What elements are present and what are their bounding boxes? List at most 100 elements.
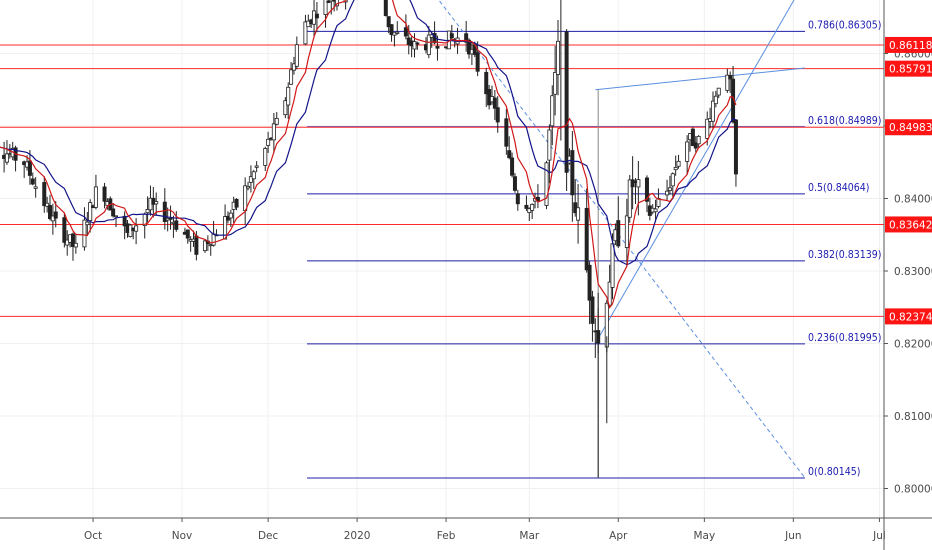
level-price-tag-text: 0.83642 <box>889 219 932 231</box>
rising-support-line <box>594 0 795 344</box>
candle-body <box>475 52 480 72</box>
candle-body <box>630 179 635 188</box>
candle-body <box>556 40 561 75</box>
x-tick-label: Nov <box>172 530 193 542</box>
candle-body <box>82 219 87 248</box>
fibonacci-labels: 1.618(0.92826)1(0.87983)0.786(0.86305)0.… <box>808 19 881 478</box>
candle-body <box>492 97 497 109</box>
candle-body <box>507 150 512 159</box>
candle-body <box>676 160 681 167</box>
level-price-tag-text: 0.82374 <box>889 311 932 323</box>
candle-body <box>530 203 535 211</box>
candle-body <box>168 217 173 220</box>
candle-body <box>263 148 268 166</box>
x-tick-label: Jul <box>872 530 886 542</box>
level-price-tag <box>885 308 932 325</box>
candle-body <box>656 197 661 207</box>
candle-body <box>251 171 256 180</box>
candle-body <box>524 204 529 209</box>
candle-body <box>185 229 190 239</box>
candle-body <box>62 217 67 243</box>
candle-body <box>403 27 408 37</box>
level-price-tag <box>885 119 932 136</box>
candle-body <box>535 196 540 201</box>
fib-label: 0.618(0.84989) <box>808 115 881 127</box>
candle-body <box>303 21 308 45</box>
candle-body <box>544 162 549 206</box>
x-tick-label: Mar <box>519 530 539 542</box>
candle-body <box>4 153 9 163</box>
candle-body <box>644 177 649 202</box>
candle-body <box>564 31 569 173</box>
candle-body <box>286 86 291 106</box>
candle-body <box>145 208 150 214</box>
candle-body <box>670 173 675 187</box>
candle-body <box>234 198 239 208</box>
x-tick-label: Feb <box>437 530 456 542</box>
candle-body <box>294 44 299 67</box>
candle-body <box>386 16 391 28</box>
level-price-tag-text: 0.85791 <box>889 64 932 76</box>
candle-body <box>464 33 469 43</box>
candle-body <box>154 201 159 205</box>
candle-body <box>587 264 592 301</box>
level-price-tag <box>885 216 932 233</box>
candle-body <box>45 202 50 207</box>
candle-body <box>202 240 207 252</box>
candle-body <box>449 33 454 39</box>
candle-body <box>134 225 139 232</box>
candle-body <box>467 39 472 55</box>
candle-body <box>314 13 319 19</box>
candle-body <box>667 187 672 191</box>
candle-body <box>102 186 107 202</box>
candle-body <box>610 243 615 288</box>
candle-body <box>624 215 629 248</box>
candle-body <box>733 119 738 175</box>
fib-label: 0.236(0.81995) <box>808 332 881 344</box>
moving-average-fast <box>0 0 737 309</box>
x-tick-label: Jun <box>784 530 801 542</box>
candle-body <box>515 193 520 205</box>
candle-body <box>85 221 90 226</box>
moving-averages <box>0 0 737 309</box>
candle-body <box>326 1 331 3</box>
level-price-tag-text: 0.86118 <box>889 40 932 52</box>
candle-body <box>713 95 718 105</box>
candle-body <box>383 0 388 16</box>
candle-body <box>584 207 589 271</box>
level-price-tag-text: 0.84983 <box>889 122 932 134</box>
candle-body <box>553 72 558 95</box>
candle-body <box>114 215 119 218</box>
resistance-line <box>595 67 806 91</box>
candle-body <box>685 141 690 162</box>
candle-body <box>243 185 248 212</box>
candle-body <box>228 212 233 219</box>
horizontal-levels[interactable] <box>0 0 884 317</box>
price-tags: 0.925950.910030.888640.873000.861180.857… <box>885 36 932 325</box>
candle-body <box>426 34 431 56</box>
candle-body <box>42 182 47 207</box>
candle-body <box>33 186 38 189</box>
candle-body <box>636 179 641 188</box>
grid-lines <box>0 0 884 518</box>
candle-body <box>162 201 167 222</box>
fib-label: 0.5(0.84064) <box>808 182 869 194</box>
candle-body <box>174 220 179 230</box>
candle-body <box>323 0 328 15</box>
x-tick-label: May <box>694 530 716 542</box>
x-tick-label: Apr <box>609 530 628 542</box>
fib-label: 0.382(0.83139) <box>808 249 881 261</box>
candle-body <box>332 0 337 2</box>
candle-body <box>27 160 32 176</box>
candle-body <box>705 118 710 139</box>
x-tick-label: Oct <box>84 530 102 542</box>
candle-body <box>710 100 715 122</box>
candle-body <box>415 42 420 45</box>
candle-body <box>504 118 509 147</box>
candle-body <box>30 178 35 185</box>
candle-body <box>73 242 78 248</box>
